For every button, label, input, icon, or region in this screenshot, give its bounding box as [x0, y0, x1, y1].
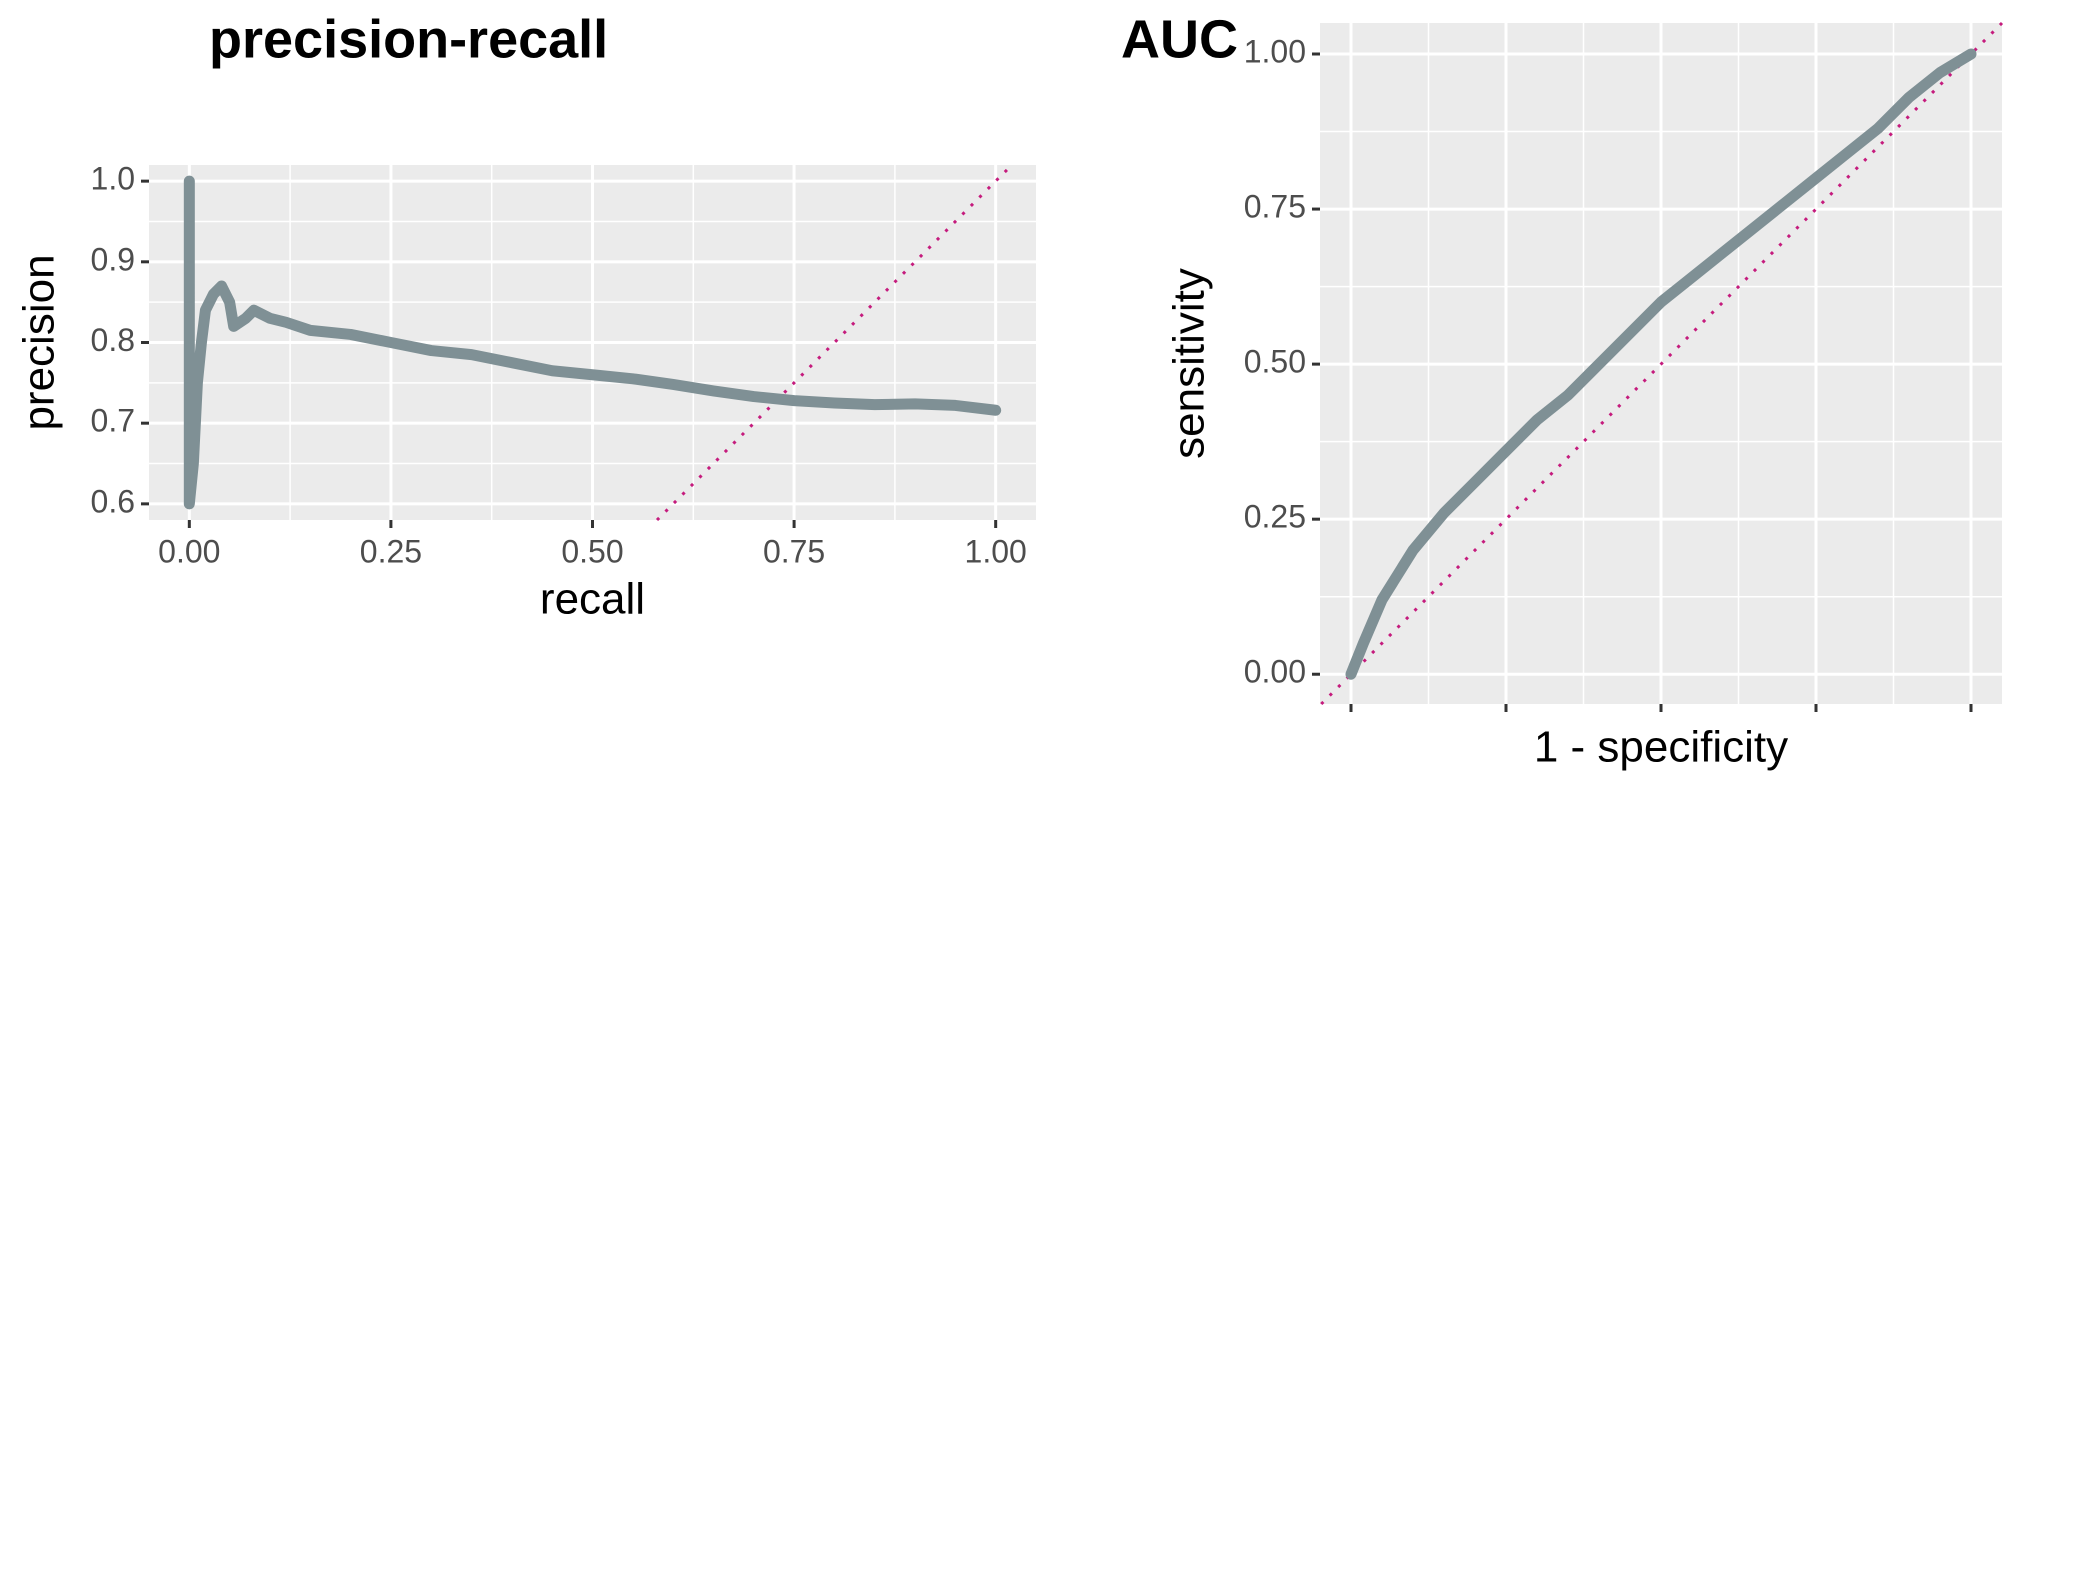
y-tick-label: 0.7 — [91, 403, 135, 439]
y-tick-label: 0.00 — [1244, 654, 1306, 690]
chart-title: AUC — [1121, 9, 1238, 69]
y-tick-label: 1.0 — [91, 161, 135, 197]
x-axis-title: 1 - specificity — [1534, 723, 1788, 772]
x-axis-title: recall — [540, 575, 645, 624]
y-tick-label: 0.75 — [1244, 189, 1306, 225]
x-tick-label: 0.50 — [561, 533, 623, 569]
reference-line — [1320, 21, 2004, 706]
x-tick-label: 0.00 — [158, 533, 220, 569]
x-tick-label: 0.25 — [360, 533, 422, 569]
y-tick-label: 0.50 — [1244, 344, 1306, 380]
y-tick-label: 1.00 — [1244, 33, 1306, 69]
y-axis-title: sensitivity — [1165, 268, 1214, 459]
y-axis-title: precision — [15, 254, 64, 430]
chart-title: precision-recall — [209, 9, 608, 69]
y-tick-label: 0.9 — [91, 241, 135, 277]
y-tick-label: 0.6 — [91, 483, 135, 519]
x-tick-label: 1.00 — [965, 533, 1027, 569]
curve — [183, 175, 1002, 510]
y-tick-label: 0.25 — [1244, 499, 1306, 535]
y-tick-label: 0.8 — [91, 322, 135, 358]
curve — [1345, 48, 1977, 680]
x-tick-label: 0.75 — [763, 533, 825, 569]
